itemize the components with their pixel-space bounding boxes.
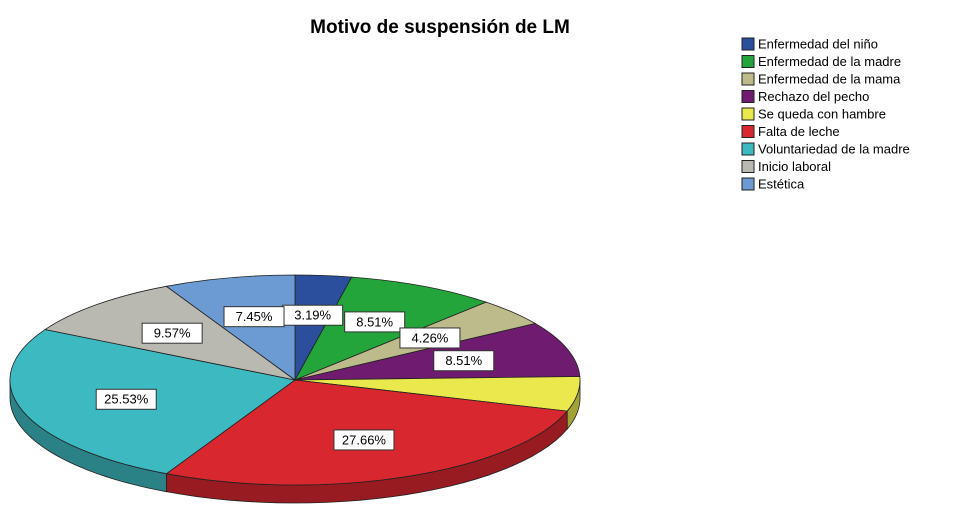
chart-title: Motivo de suspensión de LM — [310, 17, 570, 38]
value-label-box — [399, 327, 461, 349]
value-label-box — [141, 322, 203, 344]
legend-swatch — [741, 107, 755, 121]
value-label: 27.66% — [342, 432, 387, 447]
legend-label: Voluntariedad de la madre — [758, 141, 910, 156]
legend-label: Rechazo del pecho — [758, 89, 869, 104]
value-label: 3.19% — [294, 308, 331, 323]
legend-label: Enfermedad de la mama — [758, 71, 901, 86]
value-label-box — [223, 306, 285, 328]
legend-swatch — [741, 55, 755, 68]
value-label: 8.51% — [445, 353, 482, 368]
legend-swatch — [741, 90, 755, 103]
legend-swatch — [741, 72, 755, 86]
value-label-box — [433, 350, 495, 372]
legend-label: Se queda con hambre — [758, 106, 886, 121]
legend-label: Enfermedad del niño — [758, 36, 878, 51]
legend-swatch — [741, 125, 755, 138]
legend-swatch — [741, 160, 755, 173]
legend-label: Estética — [758, 176, 805, 191]
value-label-box — [344, 311, 406, 333]
legend-label: Enfermedad de la madre — [758, 54, 901, 69]
value-label: 7.45% — [236, 309, 273, 324]
value-label-box — [95, 388, 157, 410]
value-label: 8.51% — [356, 314, 393, 329]
value-label: 9.57% — [154, 326, 191, 341]
slice — [165, 274, 296, 381]
legend-swatch — [741, 37, 755, 51]
value-label-box — [333, 429, 395, 451]
value-label: 25.53% — [104, 392, 149, 407]
legend-swatch — [741, 142, 755, 156]
value-label: 4.26% — [412, 330, 449, 345]
legend-label: Falta de leche — [758, 124, 840, 139]
legend-label: Inicio laboral — [758, 159, 831, 174]
legend-swatch — [741, 177, 755, 191]
